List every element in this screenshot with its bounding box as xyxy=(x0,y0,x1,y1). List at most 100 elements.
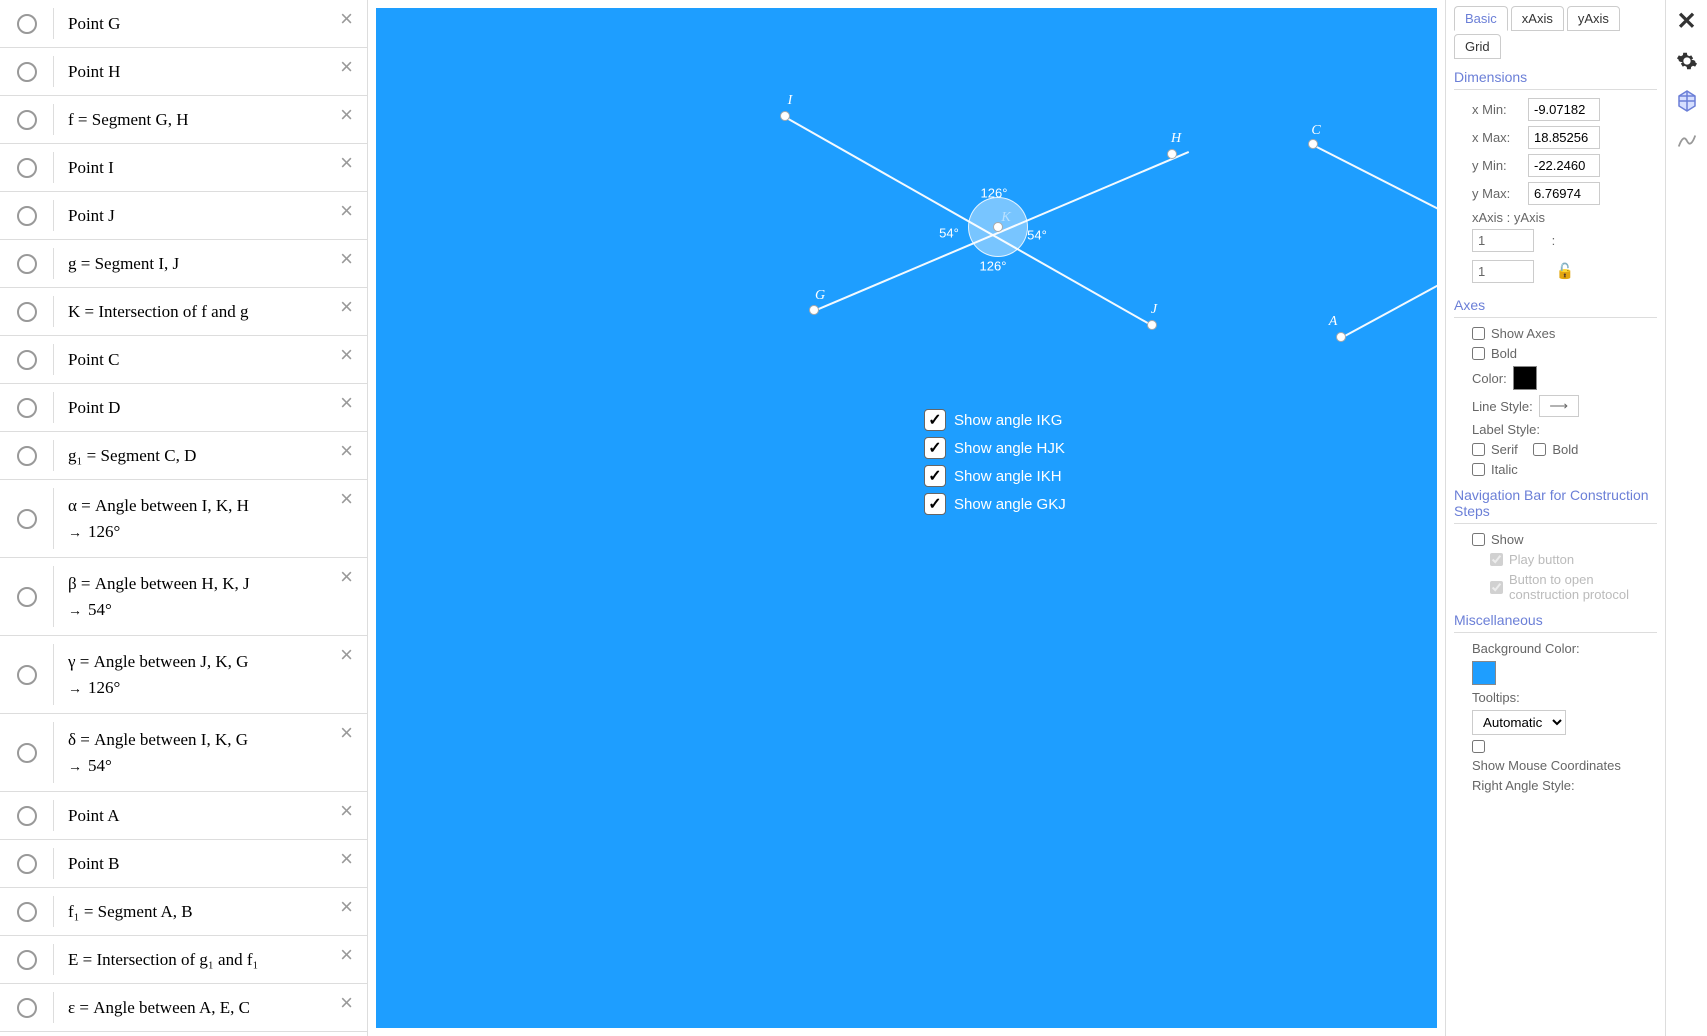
visibility-toggle[interactable] xyxy=(0,800,54,831)
checkbox[interactable]: ✓ xyxy=(924,409,946,431)
checkbox[interactable]: ✓ xyxy=(924,437,946,459)
visibility-toggle[interactable] xyxy=(0,896,54,927)
visibility-toggle[interactable] xyxy=(0,392,54,423)
visibility-toggle[interactable] xyxy=(0,992,54,1023)
close-icon[interactable]: × xyxy=(340,8,353,30)
checkbox[interactable]: ✓ xyxy=(924,493,946,515)
checkbox-row[interactable]: ✓Show angle HJK xyxy=(924,437,1066,459)
visibility-toggle[interactable] xyxy=(0,944,54,975)
checkbox-row[interactable]: ✓Show angle GKJ xyxy=(924,493,1066,515)
chk-italic[interactable]: Italic xyxy=(1472,462,1657,477)
point[interactable] xyxy=(1336,332,1346,342)
algebra-item[interactable]: Point C× xyxy=(0,336,367,384)
algebra-item[interactable]: f = Segment G, H× xyxy=(0,96,367,144)
visibility-toggle[interactable] xyxy=(0,566,54,627)
checkbox-row[interactable]: ✓Show angle IKH xyxy=(924,465,1066,487)
tab-yaxis[interactable]: yAxis xyxy=(1567,6,1620,31)
algebra-item[interactable]: E = Intersection of g₁ and f₁× xyxy=(0,936,367,984)
close-icon[interactable]: × xyxy=(340,848,353,870)
tab-xaxis[interactable]: xAxis xyxy=(1511,6,1564,31)
chk-mouse-coords[interactable] xyxy=(1472,740,1657,753)
checkbox-row[interactable]: ✓Show angle IKG xyxy=(924,409,1066,431)
checkbox[interactable]: ✓ xyxy=(924,465,946,487)
point[interactable] xyxy=(1308,139,1318,149)
grid-view-icon[interactable] xyxy=(1674,88,1700,114)
close-icon[interactable]: × xyxy=(340,248,353,270)
algebra-item[interactable]: Point J× xyxy=(0,192,367,240)
xmin-input[interactable] xyxy=(1528,98,1600,121)
tooltips-select[interactable]: Automatic xyxy=(1472,710,1566,735)
ymin-input[interactable] xyxy=(1528,154,1600,177)
visibility-toggle[interactable] xyxy=(0,488,54,549)
close-icon[interactable]: × xyxy=(340,296,353,318)
close-icon[interactable]: × xyxy=(340,440,353,462)
visibility-toggle[interactable] xyxy=(0,152,54,183)
algebra-item[interactable]: γ = Angle between J, K, G→126°× xyxy=(0,636,367,714)
algebra-panel[interactable]: Point G×Point H×f = Segment G, H×Point I… xyxy=(0,0,368,1036)
chk-serif-bold[interactable]: Serif Bold xyxy=(1472,442,1657,457)
chk-show-axes[interactable]: Show Axes xyxy=(1472,326,1657,341)
algebra-item[interactable]: ε = Angle between A, E, C× xyxy=(0,984,367,1032)
close-icon[interactable]: × xyxy=(340,344,353,366)
function-icon[interactable] xyxy=(1674,128,1700,154)
visibility-toggle[interactable] xyxy=(0,644,54,705)
tab-grid[interactable]: Grid xyxy=(1454,34,1501,59)
close-icon[interactable]: × xyxy=(340,200,353,222)
algebra-item[interactable]: Point A× xyxy=(0,792,367,840)
close-icon[interactable]: × xyxy=(340,152,353,174)
close-icon[interactable]: × xyxy=(340,896,353,918)
axes-color-swatch[interactable] xyxy=(1513,366,1537,390)
linestyle-select[interactable]: ⟶ xyxy=(1539,395,1579,417)
visibility-toggle[interactable] xyxy=(0,440,54,471)
algebra-item[interactable]: f₁ = Segment A, B× xyxy=(0,888,367,936)
close-icon[interactable]: × xyxy=(340,992,353,1014)
visibility-toggle[interactable] xyxy=(0,344,54,375)
xmax-input[interactable] xyxy=(1528,126,1600,149)
algebra-item[interactable]: Point G× xyxy=(0,0,367,48)
ratio-x-input[interactable]: 1 xyxy=(1472,229,1534,252)
visibility-toggle[interactable] xyxy=(0,248,54,279)
segment[interactable] xyxy=(1341,164,1437,338)
point[interactable] xyxy=(780,111,790,121)
algebra-item[interactable]: g₁ = Segment C, D× xyxy=(0,432,367,480)
algebra-item[interactable]: β = Angle between H, K, J→54°× xyxy=(0,558,367,636)
chk-nav-show[interactable]: Show xyxy=(1472,532,1657,547)
settings-panel[interactable]: Basic xAxis yAxis Grid Dimensions x Min:… xyxy=(1445,0,1665,1036)
close-icon[interactable]: × xyxy=(340,644,353,666)
algebra-item[interactable]: g = Segment I, J× xyxy=(0,240,367,288)
ratio-y-input[interactable]: 1 xyxy=(1472,260,1534,283)
algebra-item[interactable]: δ = Angle between I, K, G→54°× xyxy=(0,714,367,792)
close-icon[interactable]: × xyxy=(340,104,353,126)
visibility-toggle[interactable] xyxy=(0,848,54,879)
close-icon[interactable]: × xyxy=(340,944,353,966)
visibility-toggle[interactable] xyxy=(0,200,54,231)
visibility-toggle[interactable] xyxy=(0,104,54,135)
close-icon[interactable]: × xyxy=(340,488,353,510)
algebra-item[interactable]: Point H× xyxy=(0,48,367,96)
segment[interactable] xyxy=(1313,144,1437,336)
bgcolor-swatch[interactable] xyxy=(1472,661,1496,685)
visibility-toggle[interactable] xyxy=(0,722,54,783)
lock-icon[interactable]: 🔓 xyxy=(1556,263,1575,280)
close-icon[interactable]: × xyxy=(340,566,353,588)
close-icon[interactable]: × xyxy=(340,722,353,744)
point[interactable] xyxy=(1167,149,1177,159)
graphics-canvas[interactable]: K126°54°54°126°E126°54°54°126°IHGJCBAD✓S… xyxy=(376,8,1437,1028)
ymax-input[interactable] xyxy=(1528,182,1600,205)
algebra-item[interactable]: Point B× xyxy=(0,840,367,888)
algebra-item[interactable]: Point D× xyxy=(0,384,367,432)
point[interactable] xyxy=(1147,320,1157,330)
visibility-toggle[interactable] xyxy=(0,8,54,39)
gear-icon[interactable] xyxy=(1674,48,1700,74)
close-icon[interactable]: × xyxy=(340,800,353,822)
algebra-item[interactable]: α = Angle between I, K, H→126°× xyxy=(0,480,367,558)
visibility-toggle[interactable] xyxy=(0,296,54,327)
close-icon[interactable]: × xyxy=(340,392,353,414)
algebra-item[interactable]: K = Intersection of f and g× xyxy=(0,288,367,336)
point[interactable] xyxy=(809,305,819,315)
algebra-item[interactable]: Point I× xyxy=(0,144,367,192)
tab-basic[interactable]: Basic xyxy=(1454,6,1508,31)
close-icon[interactable]: × xyxy=(340,56,353,78)
close-button[interactable]: ✕ xyxy=(1674,8,1700,34)
chk-bold[interactable]: Bold xyxy=(1472,346,1657,361)
